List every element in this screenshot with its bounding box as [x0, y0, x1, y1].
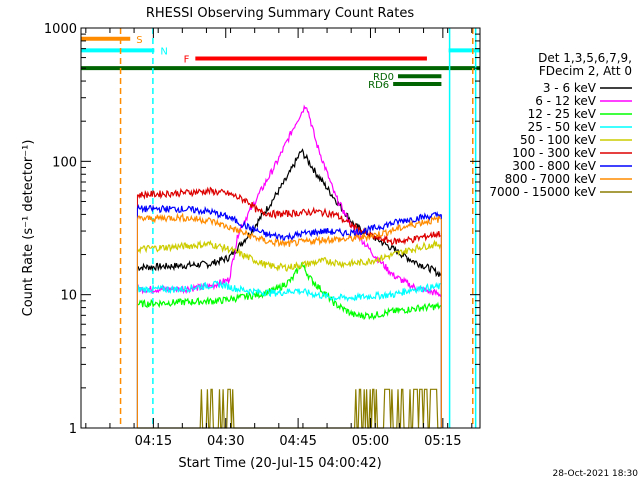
chart-title: RHESSI Observing Summary Count Rates: [146, 6, 415, 21]
x-axis-ticks: 04:15 04:30 04:45 05:00 05:15: [85, 28, 473, 449]
y-axis-ticks: 1 10 100 1000: [44, 22, 480, 437]
plot-frame: [80, 27, 481, 429]
legend-header: FDecim 2, Att 0: [539, 64, 632, 78]
legend-entry-label: 25 - 50 keV: [528, 120, 597, 134]
y-tick-label: 1: [69, 422, 77, 437]
flag-label: S: [136, 35, 142, 46]
series-line: [136, 204, 442, 241]
series-line: [136, 280, 441, 303]
y-tick-label: 100: [52, 155, 77, 170]
legend-entry-label: 300 - 800 keV: [512, 159, 596, 173]
flag-label: RD6: [368, 80, 389, 91]
x-tick-label: 04:15: [135, 434, 172, 449]
y-tick-label: 1000: [44, 22, 77, 37]
legend-entry-label: 3 - 6 keV: [543, 81, 597, 95]
legend-entry-label: 800 - 7000 keV: [505, 172, 597, 186]
x-axis-label: Start Time (20-Jul-15 04:00:42): [178, 456, 381, 471]
legend-entry-label: 100 - 300 keV: [512, 146, 596, 160]
series-line: [137, 261, 442, 321]
y-axis-label: Count Rate (s⁻¹ detector⁻¹): [21, 140, 36, 317]
legend-header: Det 1,3,5,6,7,9,: [538, 51, 632, 65]
legend-entry-label: 7000 - 15000 keV: [489, 185, 596, 199]
flag-label: RD0: [373, 72, 394, 83]
legend-entry-label: 12 - 25 keV: [528, 107, 597, 121]
flag-label: F: [184, 55, 190, 66]
legend: Det 1,3,5,6,7,9,FDecim 2, Att 0 3 - 6 keV…: [489, 51, 632, 199]
series-line: [137, 148, 442, 278]
x-tick-label: 05:15: [424, 434, 461, 449]
series-line: [136, 239, 442, 273]
x-tick-label: 04:45: [279, 434, 316, 449]
vertical-markers: [119, 28, 477, 428]
x-tick-label: 05:00: [352, 434, 389, 449]
footer-date: 28-Oct-2021 18:30: [553, 469, 639, 479]
series-line: [136, 104, 442, 297]
series-line: [137, 186, 441, 246]
legend-entry-label: 50 - 100 keV: [520, 133, 597, 147]
x-tick-label: 04:30: [207, 434, 244, 449]
series-layer: [136, 104, 442, 429]
legend-entry-label: 6 - 12 keV: [535, 94, 597, 108]
flag-label: N: [160, 46, 167, 57]
series-line: [136, 212, 442, 248]
y-tick-label: 10: [60, 289, 77, 304]
